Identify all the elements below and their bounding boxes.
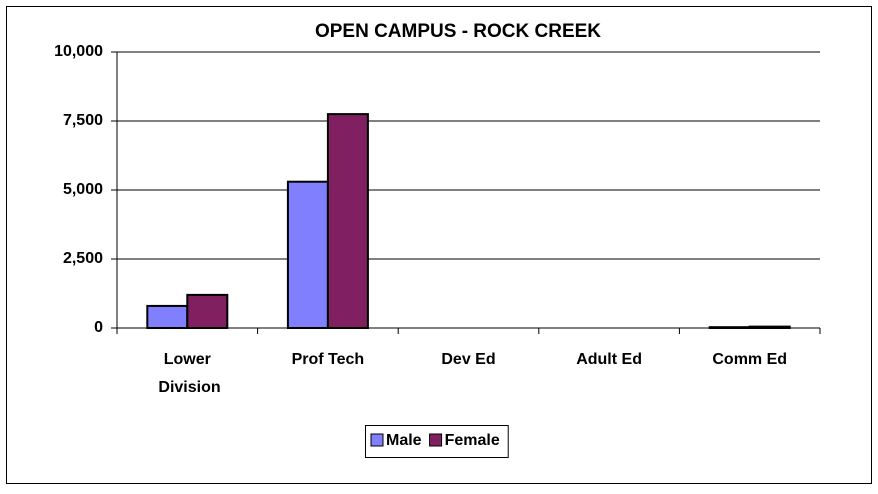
x-tick-label: Prof Tech xyxy=(292,351,365,368)
bar xyxy=(326,113,369,329)
y-tick-label: 5,000 xyxy=(63,181,103,198)
y-tick-label: 10,000 xyxy=(54,43,103,60)
bar xyxy=(708,326,751,329)
y-tick-label: 7,500 xyxy=(63,112,103,129)
legend-label: Male xyxy=(386,432,422,449)
bar xyxy=(146,304,189,330)
x-tick-label: Comm Ed xyxy=(712,351,787,368)
bar xyxy=(186,293,229,330)
legend-swatch xyxy=(370,433,384,447)
bar xyxy=(748,325,791,329)
x-tick-label: Lower Division xyxy=(154,351,221,396)
y-tick-label: 2,500 xyxy=(63,250,103,267)
x-tick-label: Adult Ed xyxy=(576,351,642,368)
legend-label: Female xyxy=(445,432,500,449)
chart-title: OPEN CAMPUS - ROCK CREEK xyxy=(315,21,601,42)
legend-swatch xyxy=(429,433,443,447)
chart-border xyxy=(6,6,872,484)
x-tick-label: Dev Ed xyxy=(441,351,495,368)
y-tick-label: 0 xyxy=(94,319,103,336)
bar xyxy=(286,180,329,329)
